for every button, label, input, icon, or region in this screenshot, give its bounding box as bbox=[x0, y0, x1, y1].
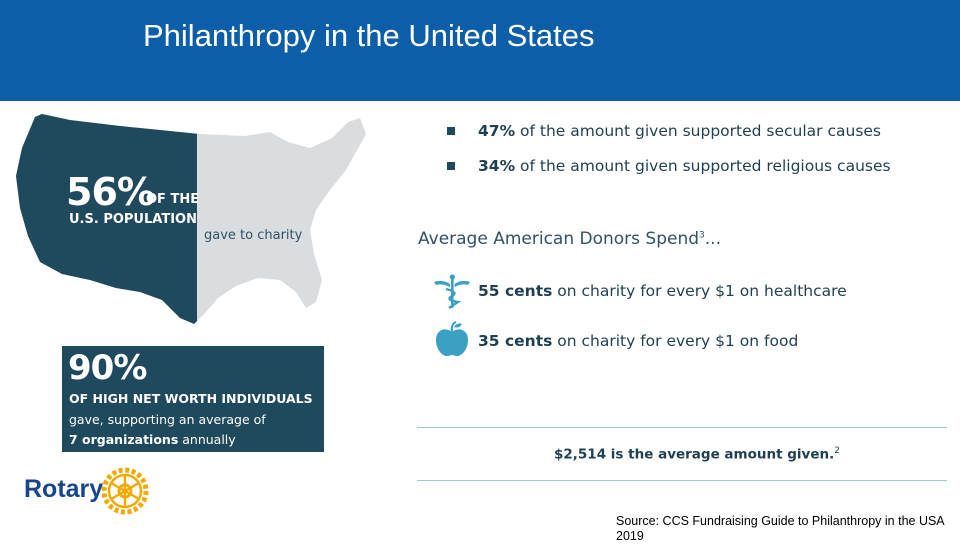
population-percent: 56% bbox=[66, 170, 155, 214]
population-of-the: OF THE bbox=[146, 192, 200, 207]
average-donors-ellipsis: ... bbox=[704, 229, 721, 249]
caduceus-icon bbox=[432, 272, 472, 312]
bullet-square-icon bbox=[447, 127, 455, 135]
divider-bottom bbox=[417, 480, 947, 481]
bullet-religious: 34% of the amount given supported religi… bbox=[478, 157, 891, 175]
high-net-worth-box: 90% OF HIGH NET WORTH INDIVIDUALS gave, … bbox=[62, 346, 324, 452]
hnw-label: OF HIGH NET WORTH INDIVIDUALS bbox=[69, 391, 313, 406]
page-title: Philanthropy in the United States bbox=[143, 18, 595, 53]
bullet-religious-text: of the amount given supported religious … bbox=[515, 157, 891, 175]
rotary-logo: Rotary bbox=[24, 462, 164, 518]
bullet-secular: 47% of the amount given supported secula… bbox=[478, 122, 881, 140]
bullet-secular-text: of the amount given supported secular ca… bbox=[515, 122, 882, 140]
bullet-square-icon bbox=[447, 162, 455, 170]
rotary-wheel-icon bbox=[101, 467, 149, 515]
title-bar: Philanthropy in the United States bbox=[0, 0, 960, 101]
gave-to-charity-caption: gave to charity bbox=[204, 228, 303, 243]
food-spend-row: 35 cents on charity for every $1 on food bbox=[478, 332, 798, 350]
population-label: U.S. POPULATION bbox=[69, 212, 197, 227]
hnw-orgs-rest: annually bbox=[178, 432, 236, 447]
healthcare-text: on charity for every $1 on healthcare bbox=[552, 282, 847, 300]
us-map-shape bbox=[16, 114, 366, 324]
apple-icon bbox=[432, 320, 472, 360]
food-text: on charity for every $1 on food bbox=[552, 332, 799, 350]
us-map bbox=[10, 112, 370, 327]
bullet-religious-percent: 34% bbox=[478, 157, 516, 175]
average-donors-heading-text: Average American Donors Spend bbox=[418, 229, 700, 249]
average-amount-given: $2,514 is the average amount given.2 bbox=[554, 446, 840, 463]
food-cents: 35 cents bbox=[478, 332, 553, 350]
average-donors-superscript: 3 bbox=[699, 230, 705, 241]
divider-top bbox=[417, 427, 947, 428]
average-amount-text: $2,514 is the average amount given. bbox=[554, 446, 835, 463]
average-donors-heading: Average American Donors Spend3... bbox=[418, 229, 721, 249]
hnw-gave-text: gave, supporting an average of bbox=[69, 412, 266, 427]
bullet-secular-percent: 47% bbox=[478, 122, 516, 140]
hnw-orgs-count: 7 organizations bbox=[69, 432, 179, 447]
healthcare-spend-row: 55 cents on charity for every $1 on heal… bbox=[478, 282, 847, 300]
hnw-percent: 90% bbox=[68, 348, 147, 388]
rotary-logo-text: Rotary bbox=[24, 475, 104, 503]
healthcare-cents: 55 cents bbox=[478, 282, 553, 300]
hnw-orgs-text: 7 organizations annually bbox=[69, 432, 236, 447]
average-amount-superscript: 2 bbox=[834, 446, 840, 456]
